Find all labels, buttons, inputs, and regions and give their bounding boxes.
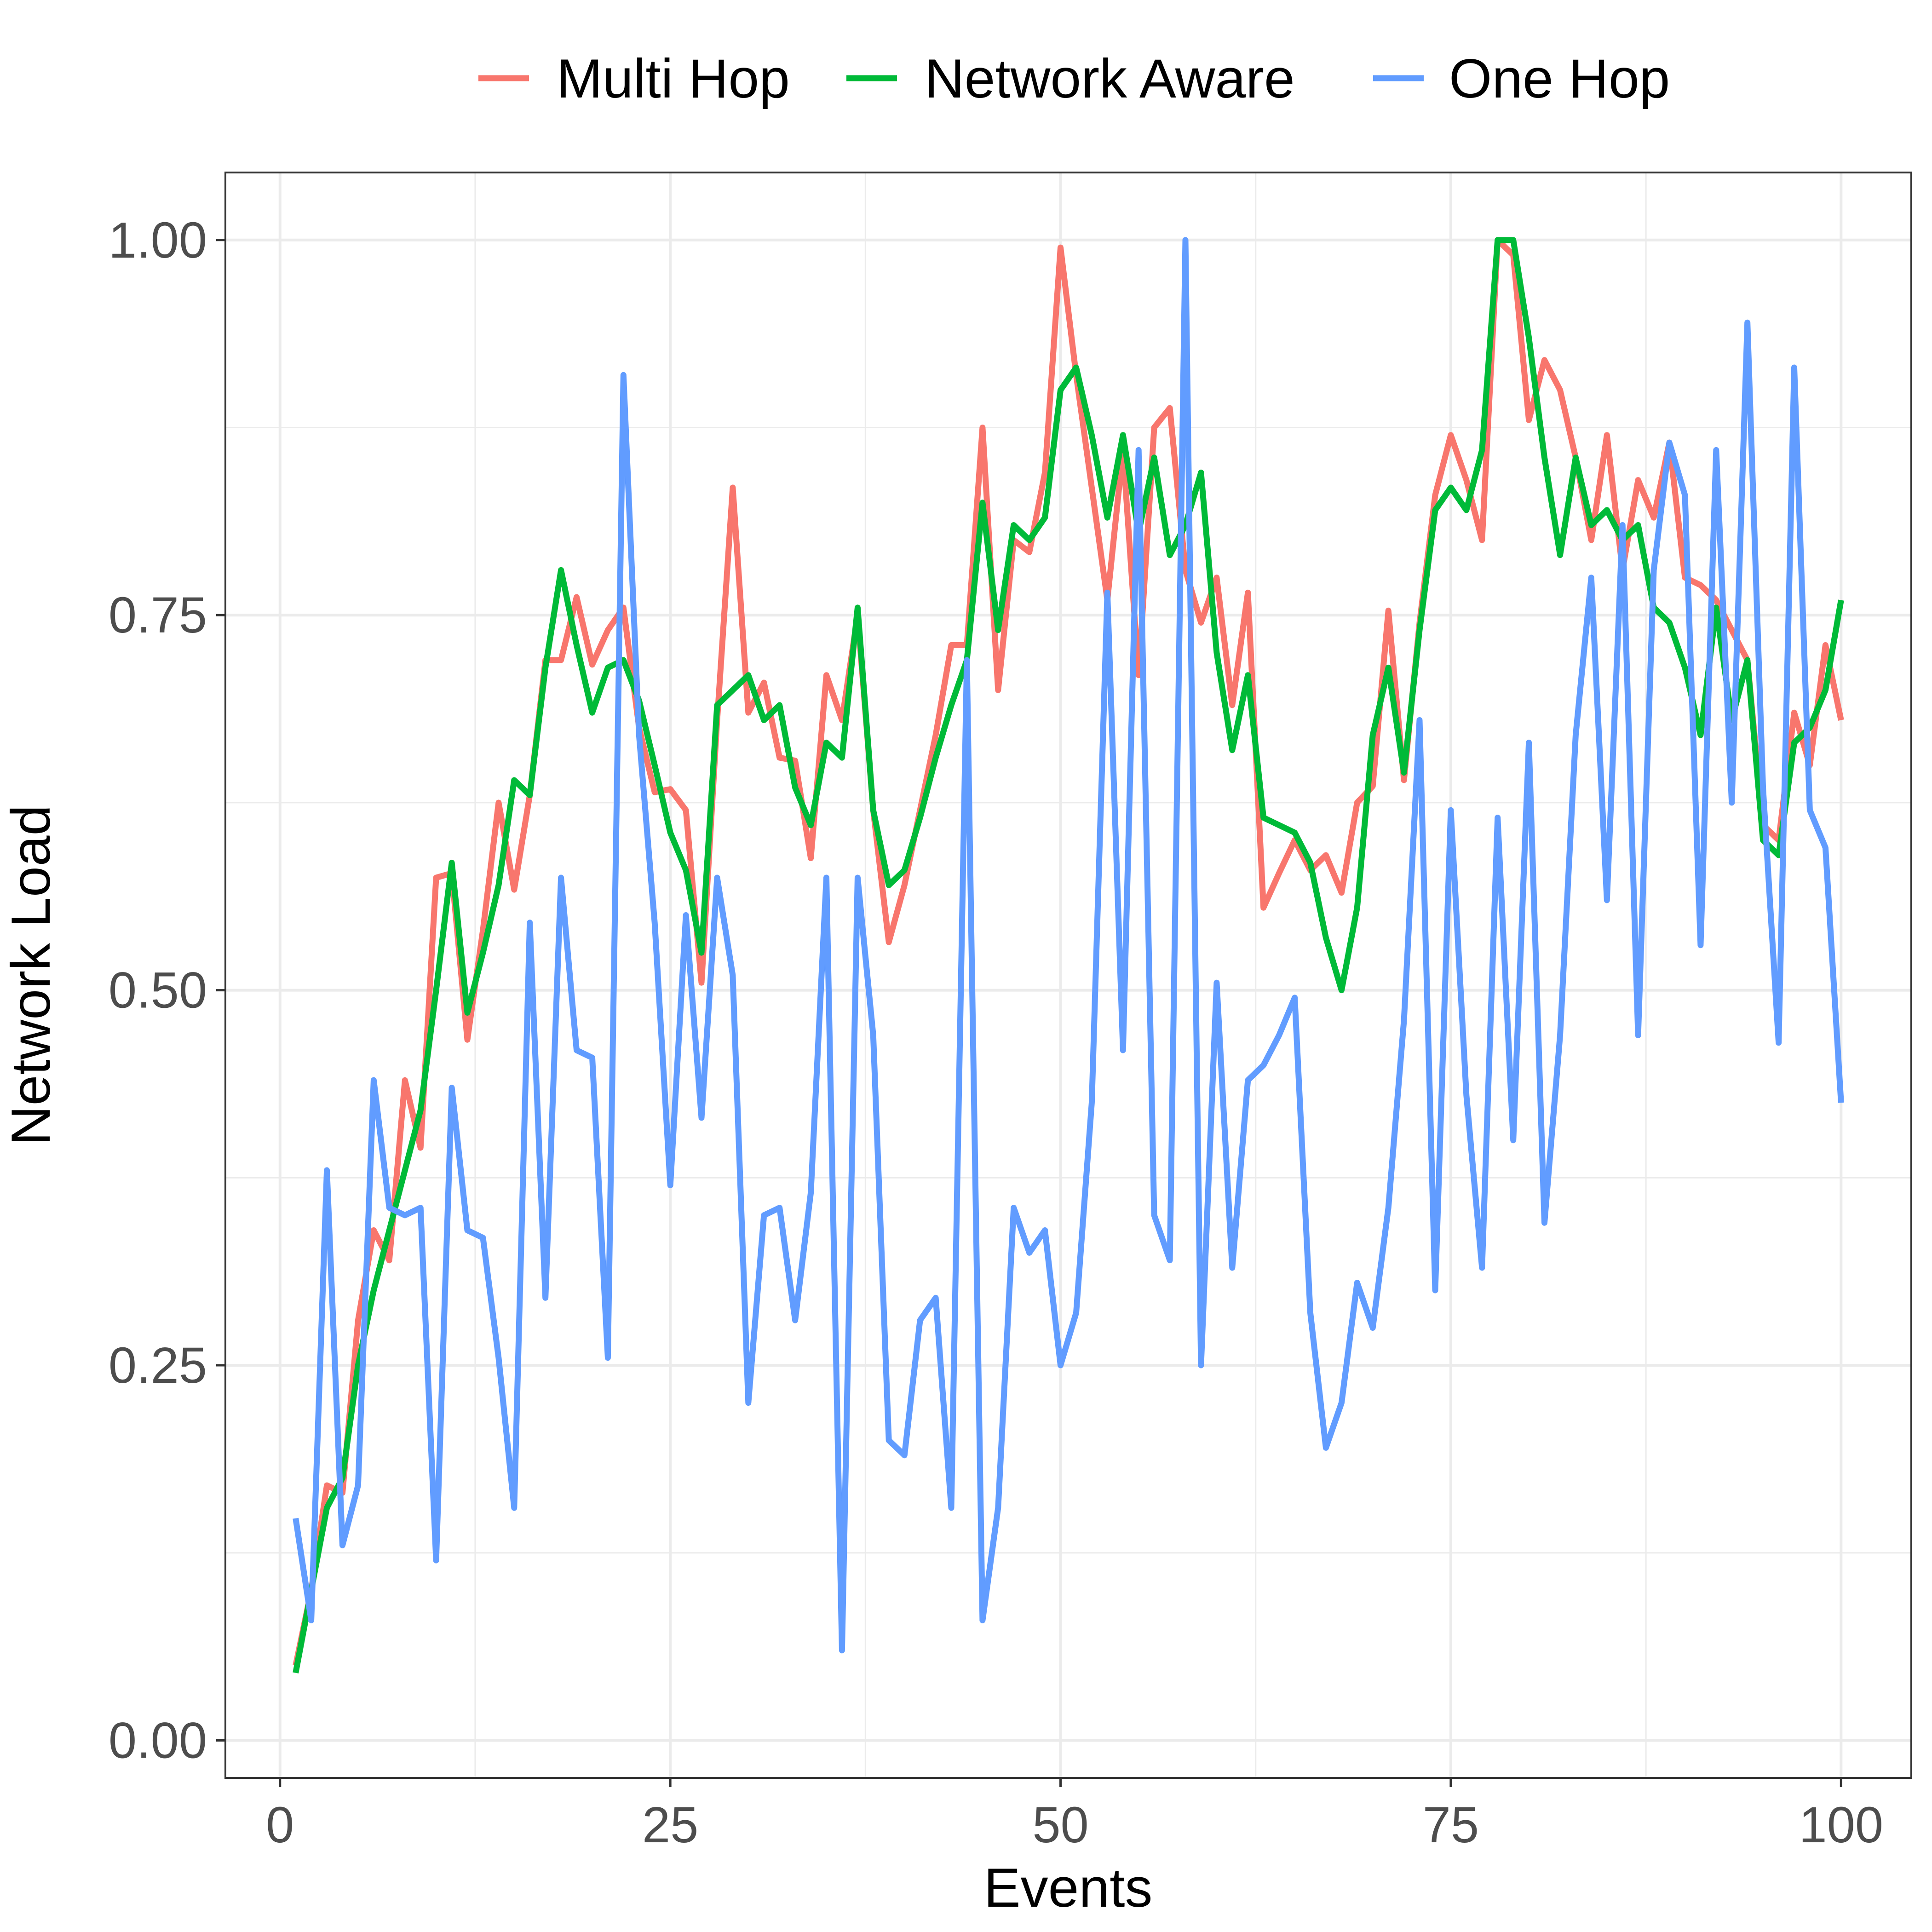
y-tick-label: 0.50 <box>109 962 207 1019</box>
axis-ticks <box>216 239 1842 1787</box>
x-tick-label: 25 <box>642 1797 698 1853</box>
plot-border <box>224 172 1912 1779</box>
legend-item-network-aware: Network Aware <box>846 48 1295 109</box>
x-tick-label: 75 <box>1423 1797 1479 1853</box>
y-tick-label: 1.00 <box>109 212 207 269</box>
series-line-network-aware <box>293 237 1844 1673</box>
y-tick-label: 0.00 <box>109 1712 207 1769</box>
x-axis-title: Events <box>984 1857 1153 1919</box>
y-axis-title: Network Load <box>0 805 62 1145</box>
legend-label-multi-hop: Multi Hop <box>557 48 790 109</box>
x-tick-label: 0 <box>266 1797 294 1853</box>
series-line-one-hop <box>293 237 1844 1654</box>
axis-labels: 0 25 50 75 100 0.00 0.25 0.50 0.75 1.00 <box>109 212 1883 1853</box>
legend-item-one-hop: One Hop <box>1373 48 1670 109</box>
legend-label-one-hop: One Hop <box>1449 48 1670 109</box>
legend-label-network-aware: Network Aware <box>925 48 1295 109</box>
y-tick-label: 0.25 <box>109 1337 207 1394</box>
y-tick-label: 0.75 <box>109 587 207 644</box>
legend-item-multi-hop: Multi Hop <box>478 48 790 109</box>
series-layer <box>293 237 1844 1673</box>
legend: Multi Hop Network Aware One Hop <box>478 48 1670 109</box>
x-tick-label: 50 <box>1032 1797 1088 1853</box>
grid <box>225 172 1911 1778</box>
plot-panel <box>225 172 1911 1778</box>
x-tick-label: 100 <box>1799 1797 1884 1853</box>
